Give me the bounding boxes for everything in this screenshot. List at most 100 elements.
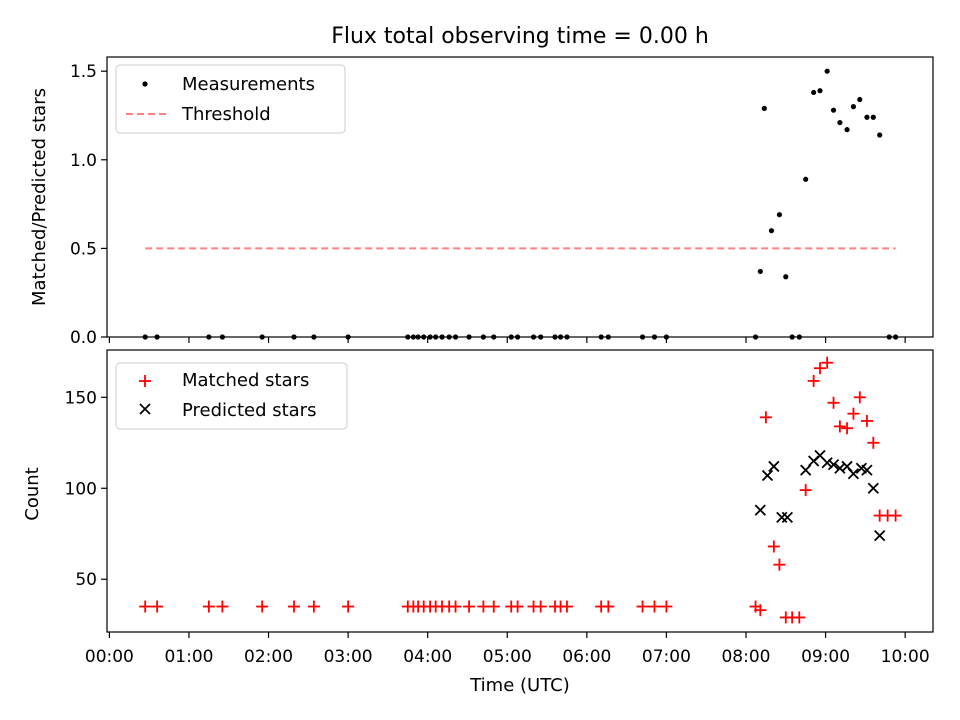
top-x-ticks — [108, 337, 906, 343]
measurement-point — [789, 334, 795, 340]
x-mark-b — [867, 482, 879, 494]
predicted-star-point — [847, 468, 860, 480]
predicted-star-point — [867, 482, 879, 494]
measurement-point — [752, 334, 759, 340]
matched-star-point — [759, 411, 772, 424]
predicted-star-point — [827, 458, 840, 471]
measurement-point — [259, 334, 265, 340]
measurement-point — [446, 334, 452, 340]
matched-star-point — [487, 600, 500, 613]
legend-dot-icon — [142, 81, 148, 87]
bottom-plot-frame — [106, 349, 934, 633]
measurement-point — [892, 334, 899, 340]
top-plot-marks — [142, 68, 899, 340]
y-tick-label: 150 — [65, 388, 97, 408]
matched-star-point — [860, 414, 873, 427]
measurement-point — [857, 96, 863, 103]
measurement-point — [651, 334, 658, 340]
bottom-y-axis: 50 100 150 — [65, 388, 107, 590]
x-mark-b — [847, 468, 860, 480]
matched-star-point — [560, 600, 573, 613]
measurement-point — [757, 268, 763, 275]
top-legend: Measurements Threshold — [115, 64, 346, 134]
x-mark-b — [781, 511, 794, 524]
measurement-point — [564, 334, 570, 340]
measurement-point — [605, 334, 611, 340]
measurement-point — [552, 334, 558, 340]
measurement-point — [776, 212, 783, 218]
measurement-point — [345, 334, 351, 340]
matched-star-point — [307, 600, 320, 613]
x-tick-label: 06:00 — [562, 647, 611, 667]
measurement-point — [864, 114, 870, 120]
bottom-legend: Matched stars Predicted stars — [115, 362, 348, 430]
x-tick-label: 01:00 — [164, 647, 213, 667]
matched-star-point — [648, 600, 661, 613]
matched-star-point — [867, 436, 880, 449]
x-tick-label: 05:00 — [483, 647, 532, 667]
measurement-point — [427, 334, 433, 340]
y-tick-label: 100 — [65, 479, 97, 499]
predicted-star-point — [754, 504, 766, 516]
x-mark-b — [768, 460, 780, 473]
matched-star-point — [889, 509, 902, 522]
x-mark-b — [761, 469, 774, 482]
legend-label-measurements: Measurements — [182, 74, 315, 95]
matched-star-point — [636, 600, 649, 613]
measurement-point — [768, 228, 775, 234]
matched-star-point — [814, 362, 827, 375]
matched-star-point — [511, 600, 524, 613]
matched-star-point — [534, 600, 547, 613]
predicted-star-point — [834, 462, 846, 474]
top-legend-box — [115, 64, 346, 134]
x-axis-label: Time (UTC) — [469, 675, 570, 696]
measurement-point — [530, 334, 537, 340]
measurement-point — [439, 334, 445, 340]
x-mark-b — [754, 504, 766, 516]
chart-title: Flux total observing time = 0.00 h — [331, 24, 709, 49]
top-y-axis-label: Matched/Predicted stars — [29, 88, 50, 306]
bottom-x-axis: 00:00 01:00 02:00 03:00 04:00 05:00 06:00 07:00… — [85, 632, 930, 667]
x-mark-b — [874, 529, 886, 542]
measurement-point — [783, 274, 789, 280]
top-panel: Matched/Predicted stars 0.0 0.5 1.0 1.5 Mea… — [29, 56, 934, 348]
measurement-point — [452, 334, 459, 340]
legend-x-icon — [139, 403, 151, 415]
matched-star-point — [288, 600, 301, 613]
matched-star-point — [256, 600, 269, 613]
x-tick-label: 07:00 — [642, 647, 691, 667]
matched-star-point — [767, 540, 780, 553]
measurement-point — [811, 89, 817, 96]
measurement-point — [837, 119, 843, 126]
measurement-point — [415, 334, 421, 340]
measurement-point — [877, 132, 883, 138]
x-tick-label: 08:00 — [721, 647, 770, 667]
measurement-point — [433, 334, 439, 340]
measurement-point — [491, 334, 497, 340]
x-tick-label: 04:00 — [403, 647, 452, 667]
predicted-star-point — [874, 529, 886, 542]
measurement-point — [219, 334, 225, 340]
matched-star-point — [833, 420, 846, 433]
x-mark-b — [800, 464, 812, 476]
matched-star-point — [841, 422, 854, 435]
measurement-point — [761, 105, 767, 111]
x-tick-label: 10:00 — [881, 647, 930, 667]
measurement-point — [817, 88, 823, 94]
bottom-plot-marks — [139, 356, 902, 624]
measurement-point — [870, 114, 876, 120]
measurement-point — [405, 334, 411, 340]
measurement-point — [515, 334, 521, 340]
matched-star-point — [660, 600, 673, 613]
y-tick-label: 1.5 — [70, 62, 97, 82]
matched-star-point — [602, 600, 615, 613]
matched-star-point — [807, 374, 820, 387]
matched-star-point — [139, 600, 152, 613]
measurement-point — [421, 334, 427, 340]
x-mark-b — [841, 460, 853, 473]
predicted-star-point — [800, 464, 812, 476]
bottom-legend-box — [115, 362, 348, 430]
matched-star-point — [799, 484, 812, 497]
x-mark-b — [855, 462, 868, 474]
